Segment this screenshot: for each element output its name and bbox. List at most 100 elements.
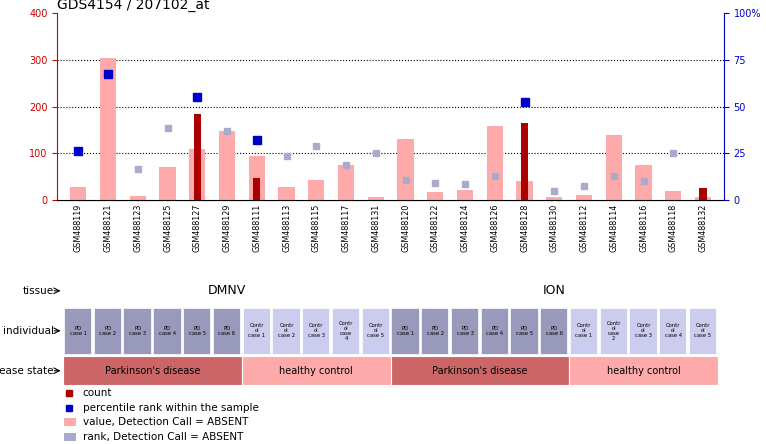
Bar	[521, 123, 529, 200]
FancyBboxPatch shape	[570, 308, 597, 354]
Text: Contr
ol
case
2: Contr ol case 2	[607, 321, 621, 341]
Text: Contr
ol
case
4: Contr ol case 4	[339, 321, 353, 341]
Bar	[129, 196, 146, 200]
FancyBboxPatch shape	[272, 308, 300, 354]
Bar	[64, 433, 76, 441]
Bar	[194, 114, 201, 200]
Text: GSM488128: GSM488128	[520, 203, 529, 252]
Text: percentile rank within the sample: percentile rank within the sample	[83, 403, 259, 413]
Text: value, Detection Call = ABSENT: value, Detection Call = ABSENT	[83, 417, 248, 428]
FancyBboxPatch shape	[362, 308, 389, 354]
Text: GSM488119: GSM488119	[74, 203, 83, 252]
Bar	[159, 167, 175, 200]
Bar	[546, 198, 562, 200]
Bar	[278, 187, 295, 200]
FancyBboxPatch shape	[391, 356, 569, 385]
Bar	[338, 165, 354, 200]
Text: GSM488121: GSM488121	[103, 203, 113, 252]
FancyBboxPatch shape	[629, 308, 656, 354]
Bar	[253, 178, 260, 200]
Text: GSM488126: GSM488126	[490, 203, 499, 252]
FancyBboxPatch shape	[689, 308, 716, 354]
Text: PD
case 3: PD case 3	[457, 326, 473, 336]
FancyBboxPatch shape	[480, 308, 508, 354]
Text: tissue: tissue	[22, 286, 54, 296]
FancyBboxPatch shape	[64, 308, 91, 354]
Text: PD
case 4: PD case 4	[159, 326, 176, 336]
Text: ION: ION	[543, 284, 566, 297]
Text: GSM488125: GSM488125	[163, 203, 172, 252]
Text: healthy control: healthy control	[607, 366, 680, 376]
FancyBboxPatch shape	[450, 308, 478, 354]
Text: PD
case 3: PD case 3	[129, 326, 146, 336]
Text: PD
case 4: PD case 4	[486, 326, 503, 336]
Text: PD
case 6: PD case 6	[218, 326, 236, 336]
Text: Parkinson's disease: Parkinson's disease	[105, 366, 201, 376]
Text: Contr
ol
case 3: Contr ol case 3	[635, 323, 652, 338]
Text: GSM488124: GSM488124	[460, 203, 470, 252]
Text: Contr
ol
case 1: Contr ol case 1	[248, 323, 265, 338]
Text: Contr
ol
case 5: Contr ol case 5	[695, 323, 712, 338]
FancyBboxPatch shape	[510, 308, 538, 354]
FancyBboxPatch shape	[213, 308, 240, 354]
Text: disease state: disease state	[0, 366, 54, 376]
Text: GSM488115: GSM488115	[312, 203, 321, 252]
Bar	[486, 126, 503, 200]
Text: GSM488127: GSM488127	[193, 203, 201, 252]
Bar	[308, 180, 325, 200]
Bar	[64, 418, 76, 426]
Bar	[516, 181, 532, 200]
Text: Contr
ol
case 4: Contr ol case 4	[665, 323, 682, 338]
Text: DMNV: DMNV	[208, 284, 246, 297]
Text: GSM488111: GSM488111	[252, 203, 261, 252]
FancyBboxPatch shape	[302, 308, 329, 354]
Text: individual: individual	[2, 326, 54, 336]
Text: Contr
ol
case 3: Contr ol case 3	[308, 323, 325, 338]
FancyBboxPatch shape	[421, 308, 448, 354]
Text: Parkinson's disease: Parkinson's disease	[432, 366, 528, 376]
Bar	[100, 58, 116, 200]
Text: Contr
ol
case 5: Contr ol case 5	[367, 323, 385, 338]
Text: Contr
ol
case 2: Contr ol case 2	[278, 323, 295, 338]
FancyBboxPatch shape	[123, 308, 151, 354]
Text: GSM488129: GSM488129	[223, 203, 231, 252]
Bar	[70, 187, 87, 200]
Text: GSM488131: GSM488131	[372, 203, 380, 252]
Text: PD
case 2: PD case 2	[100, 326, 116, 336]
FancyBboxPatch shape	[93, 308, 121, 354]
Text: GSM488122: GSM488122	[430, 203, 440, 252]
FancyBboxPatch shape	[569, 356, 718, 385]
Bar	[249, 155, 265, 200]
Bar	[695, 198, 711, 200]
FancyBboxPatch shape	[243, 308, 270, 354]
Bar	[665, 191, 682, 200]
Text: GSM488114: GSM488114	[609, 203, 618, 252]
Bar	[219, 131, 235, 200]
Text: GSM488130: GSM488130	[550, 203, 558, 252]
Text: PD
case 5: PD case 5	[516, 326, 533, 336]
FancyBboxPatch shape	[540, 308, 568, 354]
Bar	[427, 192, 444, 200]
FancyBboxPatch shape	[391, 308, 419, 354]
Bar	[635, 165, 652, 200]
Text: PD
case 6: PD case 6	[545, 326, 563, 336]
Text: PD
case 5: PD case 5	[188, 326, 206, 336]
Text: PD
case 1: PD case 1	[70, 326, 87, 336]
Text: count: count	[83, 388, 113, 399]
Text: GSM488118: GSM488118	[669, 203, 678, 252]
Text: GSM488132: GSM488132	[699, 203, 708, 252]
Text: GSM488123: GSM488123	[133, 203, 142, 252]
Text: rank, Detection Call = ABSENT: rank, Detection Call = ABSENT	[83, 432, 243, 442]
FancyBboxPatch shape	[64, 356, 242, 385]
FancyBboxPatch shape	[242, 356, 391, 385]
FancyBboxPatch shape	[183, 308, 211, 354]
Text: GSM488112: GSM488112	[580, 203, 588, 252]
Text: GDS4154 / 207102_at: GDS4154 / 207102_at	[57, 0, 210, 12]
Text: PD
case 2: PD case 2	[427, 326, 444, 336]
Text: GSM488120: GSM488120	[401, 203, 410, 252]
FancyBboxPatch shape	[659, 308, 686, 354]
FancyBboxPatch shape	[332, 308, 359, 354]
Bar	[606, 135, 622, 200]
Bar	[189, 148, 205, 200]
Text: healthy control: healthy control	[280, 366, 353, 376]
